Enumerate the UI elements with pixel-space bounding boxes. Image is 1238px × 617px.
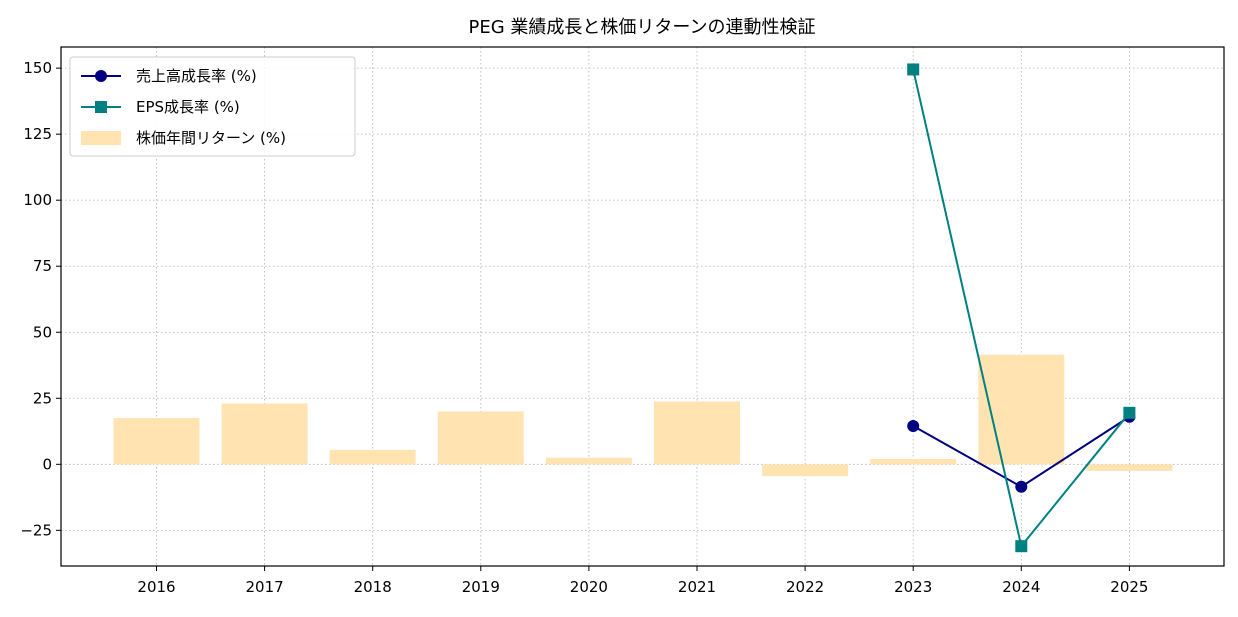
- x-tick-label: 2019: [462, 578, 500, 596]
- legend-label: 株価年間リターン (%): [136, 129, 286, 147]
- bar: [113, 418, 200, 465]
- circle-marker: [907, 420, 920, 433]
- x-tick-label: 2020: [570, 578, 608, 596]
- bar: [654, 401, 740, 465]
- bar: [545, 457, 632, 465]
- bar: [221, 403, 308, 465]
- legend-box: [69, 56, 356, 157]
- bar: [437, 411, 524, 465]
- legend: 売上高成長率 (%) EPS成長率 (%) 株価年間リターン (%): [69, 56, 356, 157]
- bar-series: [113, 354, 1173, 477]
- x-tick-label: 2025: [1110, 578, 1148, 596]
- x-tick-label: 2022: [786, 578, 824, 596]
- x-tick-label: 2016: [137, 578, 175, 596]
- y-tick-label: 50: [33, 323, 52, 341]
- legend-label: 売上高成長率 (%): [136, 67, 257, 85]
- square-marker: [907, 63, 920, 76]
- y-tick-label: −25: [20, 521, 52, 539]
- line-series: [907, 63, 1136, 553]
- bar: [870, 459, 957, 465]
- square-marker: [1015, 540, 1028, 553]
- bar: [978, 354, 1065, 465]
- chart-title: PEG 業績成長と株価リターンの連動性検証: [469, 17, 816, 38]
- y-tick-label: 125: [23, 125, 52, 143]
- y-tick-label: 0: [42, 455, 52, 473]
- x-tick-label: 2023: [894, 578, 932, 596]
- y-tick-label: 100: [23, 191, 52, 209]
- bar: [762, 464, 849, 477]
- legend-label: EPS成長率 (%): [136, 98, 240, 116]
- legend-bar-swatch: [81, 131, 121, 145]
- x-axis: 2016 2017 2018 2019 2020 2021 2022 2023 2024 2025: [137, 566, 1148, 596]
- bar: [329, 449, 416, 465]
- y-tick-label: 75: [33, 257, 52, 275]
- y-tick-label: 150: [23, 59, 52, 77]
- bar: [1086, 464, 1173, 471]
- x-tick-label: 2024: [1002, 578, 1040, 596]
- legend-square-marker: [95, 101, 107, 113]
- plot-frame: [60, 46, 1225, 567]
- x-tick-label: 2017: [246, 578, 284, 596]
- x-tick-label: 2018: [354, 578, 392, 596]
- legend-circle-marker: [95, 70, 107, 82]
- y-tick-label: 25: [33, 389, 52, 407]
- y-axis: −25 0 25 50 75 100 125 150: [20, 59, 61, 539]
- x-tick-label: 2021: [678, 578, 716, 596]
- circle-marker: [1015, 480, 1028, 493]
- square-marker: [1123, 406, 1136, 419]
